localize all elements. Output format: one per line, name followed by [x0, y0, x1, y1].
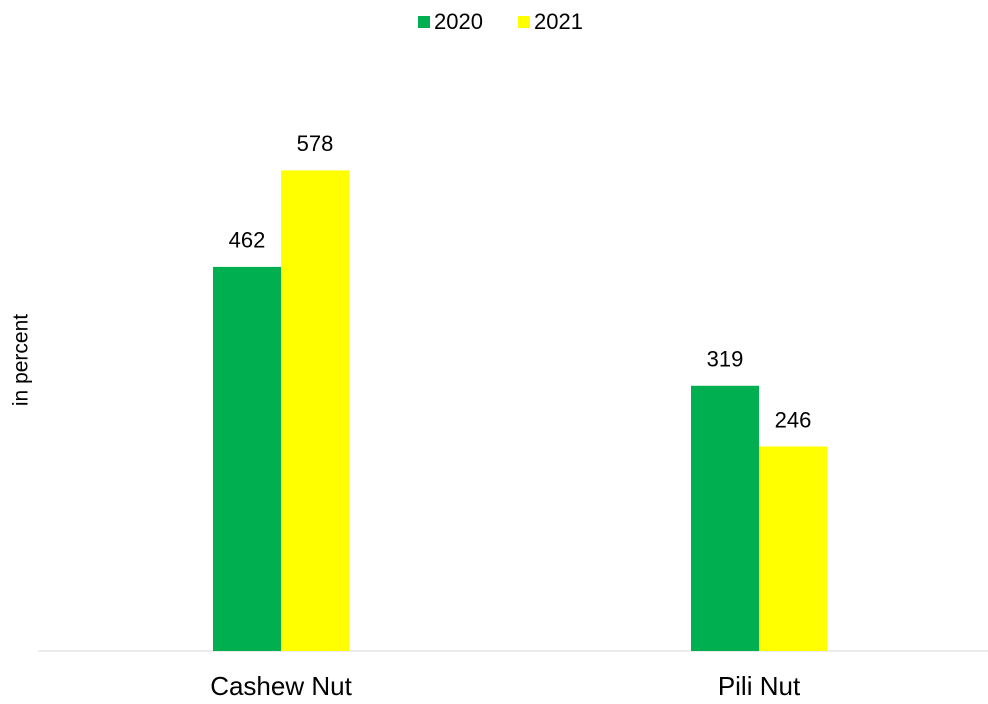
bar — [213, 266, 281, 651]
bar — [281, 170, 349, 652]
legend-label: 2021 — [534, 9, 583, 34]
legend-swatch — [418, 16, 430, 28]
legend-label: 2020 — [434, 9, 483, 34]
value-label: 578 — [297, 131, 334, 156]
y-axis-label: in percent — [10, 314, 33, 406]
bar — [691, 385, 759, 651]
x-tick-label: Pili Nut — [718, 671, 801, 701]
legend-swatch — [518, 16, 530, 28]
value-label: 319 — [707, 347, 744, 372]
value-label: 246 — [775, 407, 812, 432]
x-tick-label: Cashew Nut — [210, 671, 352, 701]
bar — [759, 446, 827, 651]
value-label: 462 — [229, 228, 266, 253]
